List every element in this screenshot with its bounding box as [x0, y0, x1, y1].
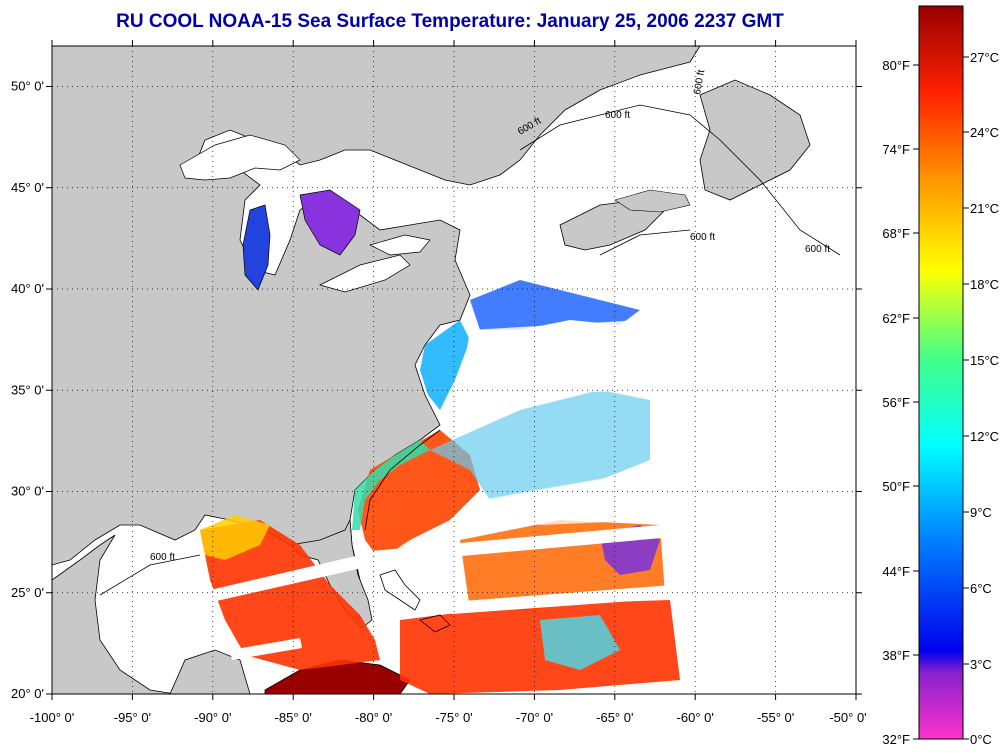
sst-gulf-coastal	[200, 515, 270, 560]
contour-label: 600 ft	[692, 69, 707, 96]
colorbar-fahrenheit-labels: 80°F 74°F 68°F 62°F 56°F 50°F 44°F 38°F 32°F	[882, 58, 919, 747]
graticule	[52, 46, 856, 694]
lake-ontario	[369, 234, 431, 256]
bathymetry-contours	[99, 104, 841, 596]
colorbar-fahrenheit-label: 32°F	[882, 732, 910, 747]
sst-shelf-green	[352, 440, 430, 530]
longitude-tick-label: -65° 0'	[596, 710, 633, 725]
sst-gulf-swath	[200, 520, 380, 670]
lake-huron	[299, 189, 361, 256]
land-nova-scotia	[559, 199, 666, 251]
sst-atlantic-far-south	[400, 600, 680, 694]
contour-label: 600 ft	[605, 110, 630, 121]
colorbar-fahrenheit-label: 38°F	[882, 648, 910, 663]
land-mexico	[52, 534, 176, 694]
colorbar-celsius-label: 3°C	[970, 657, 992, 672]
latitude-tick-label: 40° 0'	[11, 281, 44, 296]
latitude-tick-label: 25° 0'	[11, 585, 44, 600]
longitude-tick-label: -50° 0'	[829, 710, 866, 725]
colorbar-celsius-label: 21°C	[970, 201, 999, 216]
lake-superior	[179, 134, 301, 181]
colorbar-gradient	[918, 5, 964, 740]
contour-label: 600 ft	[150, 552, 175, 563]
latitude-axis: 20° 0' 25° 0' 30° 0' 35° 0' 40° 0' 45° 0' 50° …	[11, 79, 862, 701]
colorbar-fahrenheit-label: 50°F	[882, 479, 910, 494]
colorbar-fahrenheit-label: 56°F	[882, 395, 910, 410]
longitude-tick-label: -55° 0'	[757, 710, 794, 725]
colorbar-celsius-label: 0°C	[970, 732, 992, 747]
colorbar-celsius-labels: 27°C 24°C 21°C 18°C 15°C 12°C 9°C 6°C 3°C 0°C	[963, 50, 999, 747]
map-plot-area	[52, 46, 856, 694]
sst-midatlantic-blue	[420, 320, 470, 410]
colorbar-fahrenheit-label: 74°F	[882, 142, 910, 157]
longitude-axis: -100° 0' -95° 0' -90° 0' -85° 0' -80° 0' -75°…	[30, 40, 867, 725]
longitude-tick-label: -95° 0'	[114, 710, 151, 725]
cloud-gaps	[210, 320, 674, 660]
lake-erie	[319, 254, 411, 293]
land-newfoundland	[699, 79, 811, 201]
colorbar-celsius-label: 6°C	[970, 581, 992, 596]
map-title: RU COOL NOAA-15 Sea Surface Temperature:…	[116, 11, 784, 32]
land-pei	[614, 189, 691, 213]
longitude-tick-label: -60° 0'	[677, 710, 714, 725]
colorbar-fahrenheit-label: 68°F	[882, 226, 910, 241]
contour-label: 600 ft	[690, 232, 715, 243]
sst-cyan-patch	[540, 615, 620, 670]
latitude-tick-label: 30° 0'	[11, 484, 44, 499]
land-yucatan	[169, 649, 251, 694]
longitude-tick-label: -70° 0'	[516, 710, 553, 725]
longitude-tick-label: -80° 0'	[355, 710, 392, 725]
colorbar-celsius-label: 27°C	[970, 50, 999, 65]
latitude-tick-label: 20° 0'	[11, 686, 44, 701]
colorbar-fahrenheit-label: 62°F	[882, 311, 910, 326]
colorbar-celsius-label: 15°C	[970, 353, 999, 368]
contour-label: 600 ft	[805, 244, 830, 255]
colorbar-celsius-label: 12°C	[970, 429, 999, 444]
longitude-tick-label: -90° 0'	[194, 710, 231, 725]
sst-northeast-blue	[470, 280, 640, 330]
colorbar-celsius-label: 18°C	[970, 277, 999, 292]
latitude-tick-label: 35° 0'	[11, 382, 44, 397]
colorbar-celsius-label: 24°C	[970, 125, 999, 140]
sst-atlantic-middle	[430, 390, 650, 500]
colorbar: 80°F 74°F 68°F 62°F 56°F 50°F 44°F 38°F 32°F 27°…	[882, 5, 999, 747]
colorbar-fahrenheit-label: 80°F	[882, 58, 910, 73]
latitude-tick-label: 50° 0'	[11, 79, 44, 94]
bahamas-islands	[379, 569, 451, 633]
colorbar-celsius-label: 9°C	[970, 505, 992, 520]
longitude-tick-label: -85° 0'	[275, 710, 312, 725]
latitude-tick-label: 45° 0'	[11, 180, 44, 195]
lake-michigan	[242, 204, 271, 291]
colorbar-fahrenheit-label: 44°F	[882, 564, 910, 579]
longitude-tick-label: -100° 0'	[30, 710, 75, 725]
longitude-tick-label: -75° 0'	[435, 710, 472, 725]
